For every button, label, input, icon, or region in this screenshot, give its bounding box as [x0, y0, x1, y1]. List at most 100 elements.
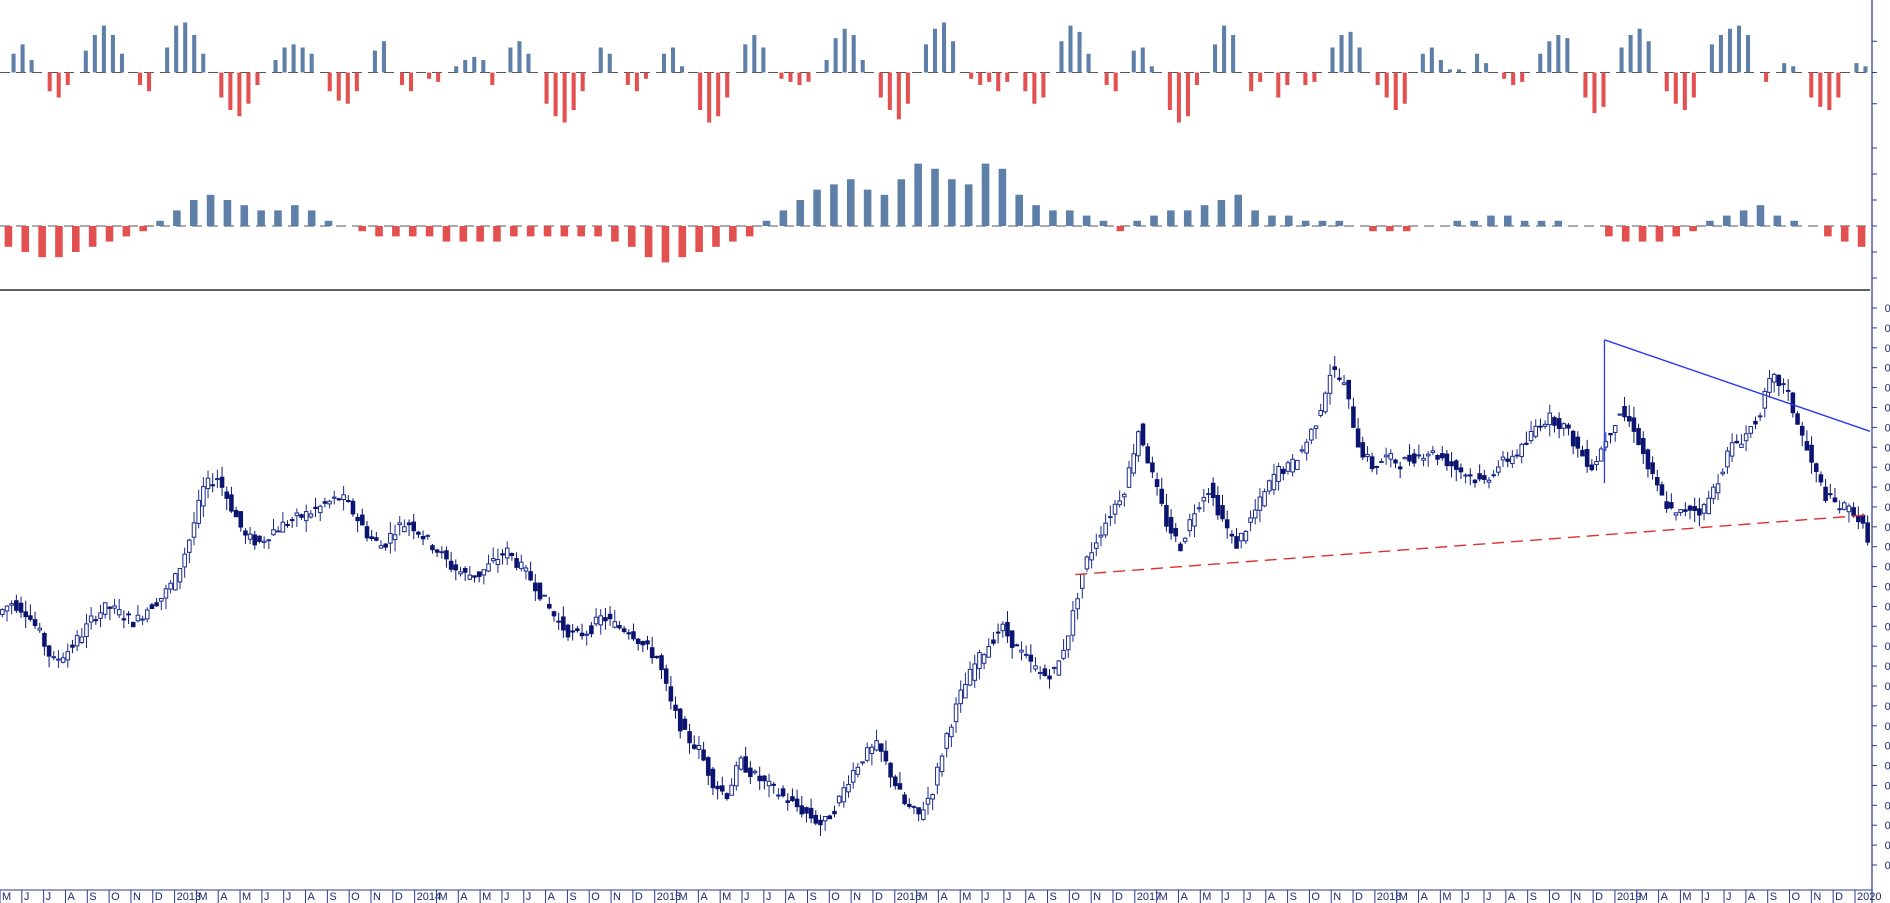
- candle-body: [715, 785, 720, 790]
- x-tick-label: D: [1835, 891, 1843, 903]
- candle-body: [1337, 377, 1342, 380]
- candle-body: [458, 571, 463, 575]
- candle-body: [18, 602, 24, 613]
- candle-body: [654, 655, 660, 659]
- x-tick-label: J: [744, 891, 750, 903]
- y-tick-label: 0.91: [1885, 402, 1890, 414]
- candle-body: [1542, 423, 1548, 427]
- candle-body: [1598, 448, 1604, 462]
- candle-body: [355, 516, 360, 522]
- x-tick-label: M: [242, 891, 251, 903]
- y-tick-label: 0.93: [1885, 363, 1890, 375]
- candle-body: [589, 625, 594, 635]
- candle-body: [1626, 416, 1632, 422]
- candle-body: [1117, 500, 1122, 506]
- candle-body: [734, 765, 739, 787]
- x-tick-label: 2014: [417, 891, 441, 903]
- candle-body: [1439, 453, 1445, 459]
- candle-body: [1290, 458, 1295, 473]
- candle-body: [1851, 507, 1856, 517]
- x-tick-label: J: [1246, 891, 1252, 903]
- candle-body: [841, 787, 847, 803]
- x-tick-label: J: [504, 891, 510, 903]
- candle-body: [1482, 475, 1487, 480]
- candle-body: [1547, 412, 1553, 426]
- candle-body: [1318, 410, 1323, 416]
- candle-body: [860, 761, 865, 764]
- candle-body: [883, 750, 889, 762]
- candle-body: [144, 609, 150, 620]
- candle-body: [663, 668, 669, 684]
- candle-body: [743, 756, 748, 773]
- x-tick-label: M: [962, 891, 971, 903]
- y-tick-label: 0.85: [1885, 522, 1890, 534]
- candle-body: [163, 588, 169, 599]
- candle-body: [327, 500, 332, 505]
- x-tick-label: A: [1661, 891, 1669, 903]
- candle-body: [579, 632, 585, 637]
- x-tick-label: A: [700, 891, 708, 903]
- candle-body: [1781, 383, 1786, 386]
- candle-body: [691, 744, 697, 749]
- candle-body: [257, 535, 262, 542]
- y-tick-label: 0.80: [1885, 621, 1890, 633]
- candle-body: [1108, 516, 1113, 519]
- candle-body: [1145, 446, 1150, 464]
- x-tick-label: S: [89, 891, 96, 903]
- candle-body: [1238, 532, 1244, 542]
- candle-body: [79, 636, 85, 644]
- candle-body: [972, 663, 978, 681]
- candle-body: [116, 609, 122, 616]
- candle-body: [266, 539, 272, 542]
- candle-body: [173, 573, 178, 591]
- candle-body: [949, 726, 954, 738]
- candle-body: [1575, 436, 1581, 449]
- x-tick-label: J: [1464, 891, 1470, 903]
- candle-body: [593, 616, 599, 625]
- candle-body: [1215, 494, 1221, 516]
- candle-body: [1402, 456, 1408, 460]
- candle-body: [1790, 392, 1796, 414]
- candle-body: [23, 611, 28, 618]
- candle-body: [556, 620, 561, 623]
- candle-body: [1799, 425, 1805, 436]
- candle-body: [1683, 509, 1688, 512]
- candle-body: [416, 531, 421, 535]
- candle-body: [878, 743, 884, 752]
- x-tick-label: N: [133, 891, 141, 903]
- candle-body: [84, 623, 89, 638]
- candle-body: [762, 775, 767, 782]
- candle-body: [1580, 449, 1585, 457]
- y-tick-label: 0.69: [1885, 840, 1890, 852]
- candle-body: [229, 494, 234, 512]
- candle-body: [921, 809, 926, 820]
- candle-body: [9, 603, 14, 606]
- candle-body: [1472, 479, 1478, 484]
- candle-body: [607, 613, 613, 620]
- candle-body: [182, 553, 187, 568]
- x-tick-label: D: [875, 891, 883, 903]
- candle-body: [967, 668, 973, 686]
- candle-body: [37, 627, 43, 631]
- x-tick-label: D: [1595, 891, 1603, 903]
- candle-body: [1435, 455, 1440, 460]
- candle-body: [888, 762, 893, 778]
- x-tick-label: J: [286, 891, 292, 903]
- candle-body: [1379, 461, 1384, 464]
- candle-body: [224, 491, 230, 499]
- candle-body: [392, 534, 398, 541]
- candle-body: [4, 605, 10, 612]
- candle-body: [1612, 425, 1618, 433]
- candle-body: [1687, 505, 1693, 511]
- candle-body: [935, 766, 940, 786]
- candle-body: [1425, 453, 1431, 457]
- candle-body: [112, 605, 117, 609]
- candle-body: [930, 794, 935, 800]
- candle-body: [1842, 502, 1847, 510]
- candle-body: [1771, 373, 1777, 383]
- candle-body: [1173, 528, 1179, 537]
- candle-body: [191, 522, 197, 538]
- y-tick-label: 0.84: [1885, 542, 1890, 554]
- candle-body: [28, 615, 33, 620]
